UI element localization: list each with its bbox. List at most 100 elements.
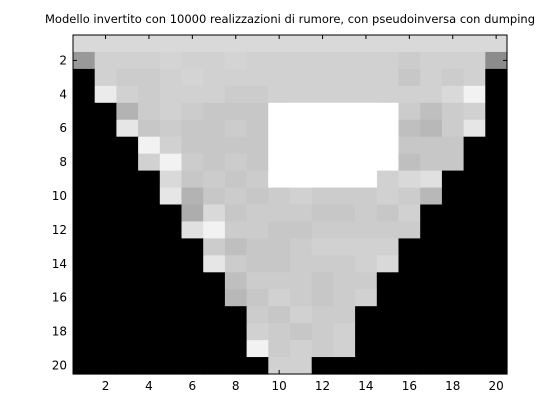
heatmap-cell <box>181 187 204 206</box>
heatmap-cell <box>73 238 96 256</box>
heatmap-cell <box>441 35 465 53</box>
heatmap-cell <box>485 204 508 223</box>
x-tick-label: 16 <box>402 379 417 393</box>
heatmap-cell <box>203 68 226 87</box>
heatmap-cell <box>94 85 117 104</box>
heatmap-cell <box>246 306 269 324</box>
heatmap-cell <box>420 255 443 273</box>
heatmap-cell <box>181 153 204 172</box>
heatmap-cell <box>268 357 291 375</box>
heatmap-cell <box>441 255 465 273</box>
heatmap-cell <box>420 272 443 290</box>
heatmap-cell <box>485 187 508 206</box>
heatmap-cell <box>224 170 248 189</box>
heatmap-cell <box>116 187 139 206</box>
heatmap-cell <box>376 204 400 223</box>
heatmap-cell <box>290 221 313 239</box>
heatmap-cell <box>398 272 421 290</box>
heatmap-cell <box>355 187 378 206</box>
heatmap-cell <box>290 323 313 341</box>
heatmap-cell <box>333 204 356 223</box>
heatmap-cell <box>355 221 378 239</box>
heatmap-cell <box>73 357 96 375</box>
heatmap-cell <box>94 119 117 138</box>
heatmap-cell <box>203 221 226 239</box>
heatmap-cell <box>268 221 291 239</box>
heatmap-cell <box>376 136 400 155</box>
heatmap-cell <box>420 170 443 189</box>
heatmap-cell <box>441 187 465 206</box>
heatmap-cell <box>268 51 291 70</box>
heatmap-cell <box>311 238 334 256</box>
heatmap-cell <box>181 119 204 138</box>
heatmap-cell <box>311 306 334 324</box>
heatmap-cell <box>116 272 139 290</box>
heatmap-cell <box>485 306 508 324</box>
heatmap-cell <box>420 85 443 104</box>
heatmap-cell <box>203 35 226 53</box>
heatmap-cell <box>159 306 183 324</box>
heatmap-cell <box>333 323 356 341</box>
heatmap-cell <box>376 323 400 341</box>
heatmap-cell <box>355 289 378 307</box>
heatmap-cell <box>224 119 248 138</box>
heatmap-cell <box>485 255 508 273</box>
heatmap-cell <box>116 306 139 324</box>
heatmap-cell <box>441 340 465 358</box>
heatmap-cell <box>485 340 508 358</box>
heatmap-cell <box>485 170 508 189</box>
heatmap-cell <box>138 323 161 341</box>
heatmap-cell <box>311 340 334 358</box>
heatmap-cell <box>224 102 248 121</box>
y-tick-label: 12 <box>52 223 67 237</box>
heatmap-cell <box>485 272 508 290</box>
heatmap-cell <box>420 153 443 172</box>
heatmap-cell <box>224 136 248 155</box>
heatmap-cell <box>181 51 204 70</box>
heatmap-cell <box>94 323 117 341</box>
heatmap-cell <box>246 51 269 70</box>
heatmap-cell <box>333 85 356 104</box>
heatmap-cell <box>420 340 443 358</box>
heatmap-cell <box>355 51 378 70</box>
heatmap-cell <box>333 255 356 273</box>
heatmap-cell <box>159 85 183 104</box>
heatmap-cell <box>290 68 313 87</box>
heatmap-cell <box>246 102 269 121</box>
heatmap-cell <box>441 289 465 307</box>
heatmap-cell <box>73 221 96 239</box>
heatmap-cell <box>398 238 421 256</box>
heatmap-cell <box>246 357 269 375</box>
heatmap-cell <box>116 340 139 358</box>
y-tick-label: 14 <box>52 257 67 271</box>
heatmap-cell <box>138 102 161 121</box>
heatmap-cell <box>138 255 161 273</box>
heatmap-cell <box>224 238 248 256</box>
heatmap-cell <box>290 35 313 53</box>
x-tick-label: 10 <box>272 379 287 393</box>
heatmap-cell <box>268 323 291 341</box>
heatmap-cell <box>355 272 378 290</box>
heatmap-cell <box>116 102 139 121</box>
heatmap-cell <box>463 238 486 256</box>
heatmap-cell <box>376 119 400 138</box>
heatmap-cell <box>376 340 400 358</box>
y-tick-label: 2 <box>59 53 67 67</box>
heatmap-cell <box>333 68 356 87</box>
heatmap-cell <box>246 289 269 307</box>
heatmap-cell <box>181 136 204 155</box>
heatmap-cell <box>398 187 421 206</box>
heatmap-cell <box>420 51 443 70</box>
heatmap-cell <box>268 272 291 290</box>
heatmap-cell <box>376 357 400 375</box>
heatmap-cell <box>181 323 204 341</box>
heatmap-cell <box>94 68 117 87</box>
heatmap-cell <box>116 153 139 172</box>
heatmap-cell <box>94 153 117 172</box>
heatmap-cell <box>463 68 486 87</box>
chart-title: Modello invertito con 10000 realizzazion… <box>45 12 535 26</box>
heatmap-cell <box>224 35 248 53</box>
heatmap-cell <box>355 323 378 341</box>
heatmap-cell <box>181 35 204 53</box>
heatmap-cell <box>138 170 161 189</box>
